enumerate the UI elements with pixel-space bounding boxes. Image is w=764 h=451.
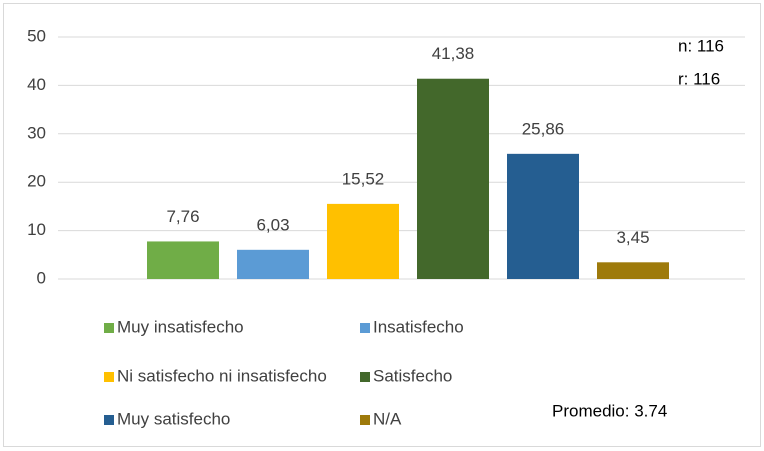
value-label: 7,76 <box>166 207 199 226</box>
legend-swatch <box>104 372 114 382</box>
bar <box>147 241 219 279</box>
y-tick-label: 50 <box>27 26 46 45</box>
value-label: 15,52 <box>342 169 385 188</box>
y-tick-label: 40 <box>27 75 46 94</box>
bar <box>417 78 489 280</box>
value-label: 41,38 <box>432 44 475 63</box>
y-tick-label: 10 <box>27 220 46 239</box>
legend-label: Ni satisfecho ni insatisfecho <box>117 366 327 385</box>
annotation: r: 116 <box>678 69 720 88</box>
legend-swatch <box>104 323 114 333</box>
legend-swatch <box>360 372 370 382</box>
legend-swatch <box>104 415 114 425</box>
legend-label: N/A <box>373 409 402 428</box>
y-tick-label: 30 <box>27 123 46 142</box>
value-label: 3,45 <box>616 228 649 247</box>
y-tick-label: 20 <box>27 172 46 191</box>
annotation: Promedio: 3.74 <box>552 401 667 420</box>
value-label: 25,86 <box>522 119 565 138</box>
legend-label: Insatisfecho <box>373 317 464 336</box>
y-tick-label: 0 <box>37 268 46 287</box>
legend-swatch <box>360 323 370 333</box>
legend-label: Satisfecho <box>373 366 452 385</box>
bar <box>237 249 309 279</box>
value-label: 6,03 <box>256 215 289 234</box>
bar <box>597 262 669 279</box>
annotation: n: 116 <box>678 36 724 55</box>
legend-label: Muy satisfecho <box>117 409 230 428</box>
bar <box>327 203 399 279</box>
legend-label: Muy insatisfecho <box>117 317 244 336</box>
legend-swatch <box>360 415 370 425</box>
bar <box>507 153 579 279</box>
